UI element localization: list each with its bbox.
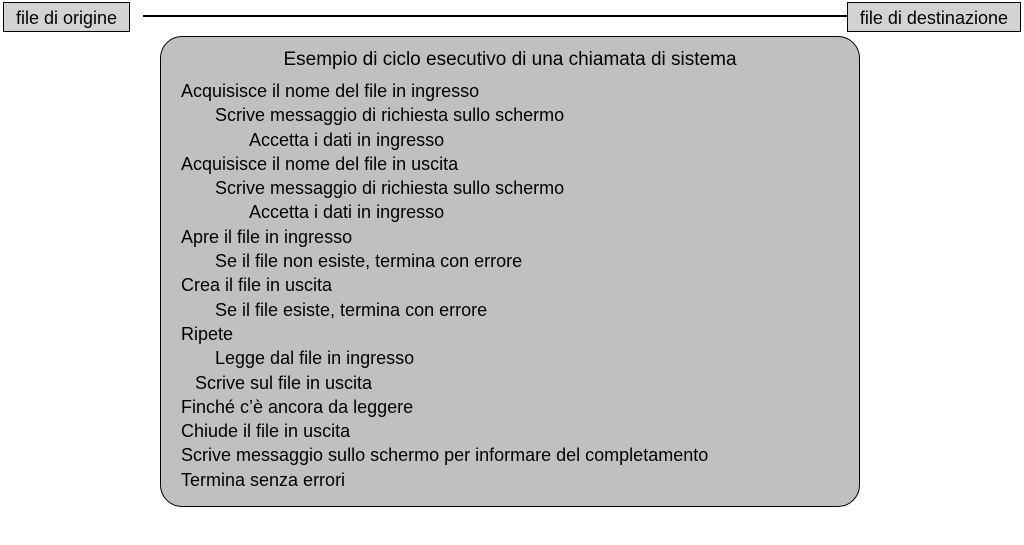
step-line: Chiude il file in uscita — [181, 419, 839, 443]
step-line: Acquisisce il nome del file in ingresso — [181, 79, 839, 103]
step-line: Apre il file in ingresso — [181, 225, 839, 249]
step-line: Ripete — [181, 322, 839, 346]
step-line: Accetta i dati in ingresso — [249, 128, 839, 152]
step-line: Se il file non esiste, termina con error… — [215, 249, 839, 273]
panel-title: Esempio di ciclo esecutivo di una chiama… — [181, 49, 839, 71]
steps-list: Acquisisce il nome del file in ingressoS… — [181, 79, 839, 492]
step-line: Finché c’è ancora da leggere — [181, 395, 839, 419]
step-line: Scrive messaggio di richiesta sullo sche… — [215, 176, 839, 200]
step-line: Legge dal file in ingresso — [215, 346, 839, 370]
step-line: Scrive messaggio di richiesta sullo sche… — [215, 103, 839, 127]
step-line: Se il file esiste, termina con errore — [215, 298, 839, 322]
step-line: Termina senza errori — [181, 468, 839, 492]
dest-file-label: file di destinazione — [860, 8, 1008, 28]
dest-file-box: file di destinazione — [847, 2, 1021, 32]
example-panel: Esempio di ciclo esecutivo di una chiama… — [160, 36, 860, 507]
step-line: Scrive messaggio sullo schermo per infor… — [181, 443, 839, 467]
top-row: file di origine file di destinazione — [3, 2, 1021, 38]
step-line: Acquisisce il nome del file in uscita — [181, 152, 839, 176]
step-line: Accetta i dati in ingresso — [249, 200, 839, 224]
step-line: Crea il file in uscita — [181, 273, 839, 297]
step-line: Scrive sul file in uscita — [195, 371, 839, 395]
